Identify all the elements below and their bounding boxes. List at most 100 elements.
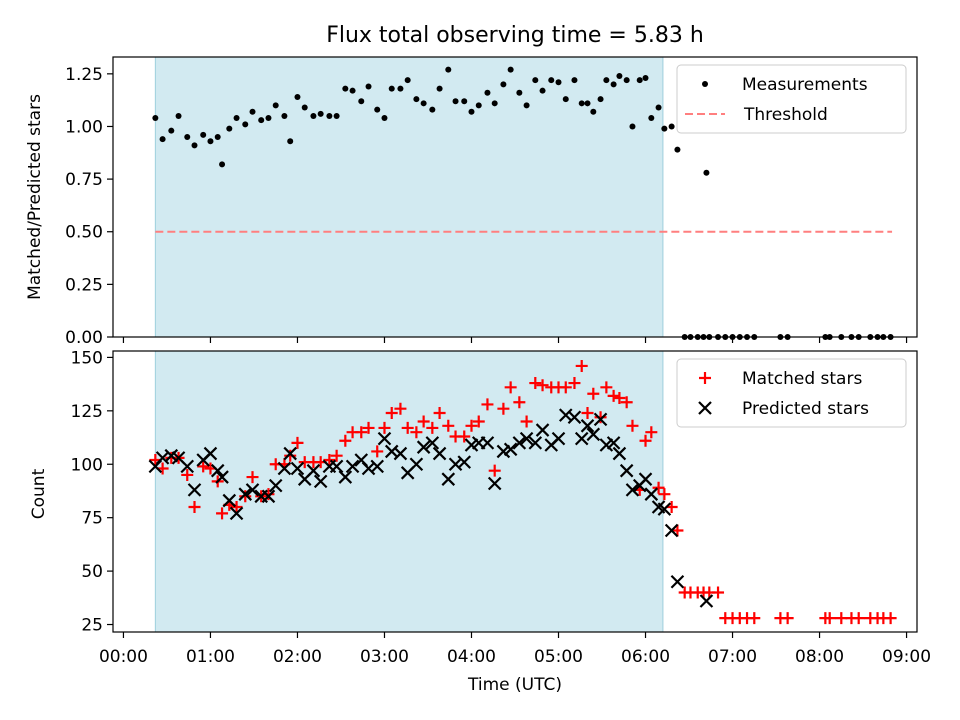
matched-star-point [246, 471, 259, 484]
plot-frame [112, 350, 918, 633]
y-tick-label: 0.00 [65, 328, 103, 348]
x-tick-label: 00:00 [99, 647, 148, 667]
matched-star-point [394, 402, 407, 415]
matched-star-point [488, 464, 501, 477]
x-tick-label: 03:00 [360, 647, 409, 667]
matched-star-point [481, 398, 494, 411]
measurement-point [484, 89, 491, 96]
predicted-star-point [329, 459, 344, 474]
predicted-star-point [457, 455, 472, 469]
matched-star-point [504, 381, 517, 394]
predicted-star-point [574, 431, 589, 446]
predicted-star-point [409, 457, 424, 472]
measurement-point [175, 112, 182, 119]
predicted-star-point [203, 446, 218, 461]
measurement-point [258, 117, 265, 124]
predicted-star-point [535, 423, 550, 437]
measurement-point [475, 102, 482, 109]
predicted-star-point [283, 446, 297, 461]
matched-star-point [835, 612, 848, 625]
matched-star-point [513, 396, 526, 409]
measurement-point [249, 108, 256, 115]
matched-star-point [181, 468, 194, 481]
predicted-star-point [644, 487, 659, 501]
measurement-point [461, 98, 468, 105]
measurement-point [468, 108, 475, 115]
predicted-star-point [606, 436, 621, 450]
legend-plus-marker [699, 372, 711, 384]
measurement-point [532, 77, 539, 84]
matched-star-point [520, 415, 533, 428]
measurement-point [184, 134, 191, 140]
predicted-star-point [664, 523, 679, 538]
matched-star-point [781, 612, 794, 625]
predicted-star-point [215, 470, 229, 484]
matched-star-point [323, 453, 336, 466]
matched-star-point [284, 449, 297, 462]
measurement-point [242, 121, 249, 128]
matched-star-point [442, 419, 455, 432]
matched-star-point [581, 406, 594, 419]
legend-label: Predicted stars [742, 399, 869, 419]
measurement-point [636, 77, 643, 84]
predicted-star-point [338, 470, 353, 484]
chart-title: Flux total observing time = 5.83 h [326, 23, 704, 48]
plot-frame [112, 56, 918, 338]
measurement-point [388, 85, 395, 92]
predicted-star-point [393, 446, 408, 461]
matched-star-point [291, 436, 304, 449]
legend-x-marker [698, 401, 712, 415]
top-y-axis-label: Matched/Predicted stars [25, 94, 45, 300]
predicted-star-point [245, 483, 260, 497]
predicted-star-point [699, 594, 714, 608]
x-tick-label: 08:00 [795, 647, 844, 667]
matched-star-point [433, 406, 446, 419]
matched-star-point [607, 389, 620, 402]
measurement-point [342, 85, 349, 92]
top-legend: Measurements Threshold [676, 64, 907, 134]
x-tick-label: 01:00 [186, 647, 235, 667]
measurement-point [491, 100, 498, 107]
legend-label: Measurements [742, 75, 868, 95]
measurement-point [358, 98, 365, 105]
measurement-point [404, 77, 411, 84]
matched-star-point [355, 426, 368, 439]
matched-star-point [568, 377, 581, 390]
x-tick-label: 09:00 [882, 647, 931, 667]
measurement-point [436, 85, 443, 92]
predicted-star-point [306, 463, 321, 478]
matched-star-point [330, 449, 343, 462]
y-tick-label: 25 [81, 616, 103, 636]
measurement-point [648, 115, 655, 122]
matched-star-point [426, 421, 439, 434]
bottom-y-axis-label: Count [29, 468, 49, 519]
bottom-legend: Matched stars Predicted stars [676, 358, 907, 428]
measurement-point [420, 100, 427, 107]
y-tick-label: 1.00 [65, 117, 103, 137]
measurement-point [200, 131, 207, 138]
predicted-star-point [487, 476, 502, 491]
measurement-point [191, 142, 198, 149]
measurement-point [349, 87, 356, 94]
x-tick-label: 04:00 [447, 647, 496, 667]
matched-star-point [497, 402, 510, 415]
measurement-point [445, 66, 452, 73]
matched-star-point [339, 434, 352, 447]
matched-star-point [884, 612, 897, 625]
predicted-star-point [345, 459, 360, 474]
measurement-point [429, 106, 436, 113]
measurement-point [326, 112, 333, 119]
measurement-point [310, 112, 317, 119]
measurement-point [214, 134, 221, 140]
matched-star-point [823, 612, 836, 625]
matched-star-point [671, 524, 684, 537]
predicted-star-point [593, 412, 608, 427]
predicted-star-point [567, 410, 582, 425]
measurement-point [623, 77, 630, 84]
measurement-point [159, 136, 166, 143]
measurement-point [381, 115, 388, 122]
measurement-point [281, 112, 288, 119]
predicted-star-point [377, 431, 392, 446]
matched-star-point [188, 500, 201, 513]
